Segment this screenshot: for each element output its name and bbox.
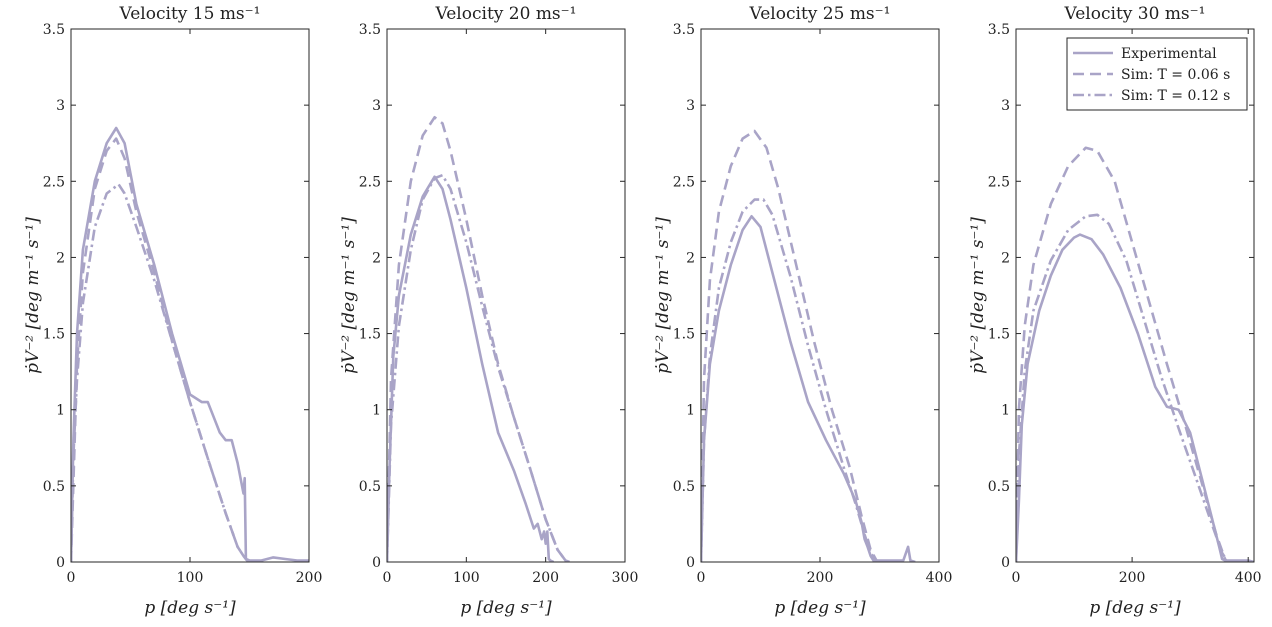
chart-title: Velocity 20 ms⁻¹ <box>435 4 577 24</box>
y-tick-label: 1.5 <box>359 327 381 343</box>
y-tick-label: 1.5 <box>673 327 695 343</box>
y-tick-label: 3 <box>1001 98 1010 114</box>
axes-box <box>386 28 626 563</box>
series-group <box>71 126 309 562</box>
y-tick-label: 0 <box>1001 555 1010 571</box>
series-line-dashed <box>701 129 881 562</box>
y-tick-label: 3.5 <box>359 22 381 38</box>
series-line-dashdot <box>1016 213 1229 562</box>
y-tick-label: 2 <box>686 250 695 266</box>
x-tick-label: 100 <box>177 570 204 586</box>
series-line-solid <box>387 175 555 562</box>
y-tick-label: 1 <box>686 403 695 419</box>
y-tick-label: 2 <box>1001 250 1010 266</box>
y-tick-label: 0 <box>686 555 695 571</box>
series-group <box>1016 146 1254 562</box>
y-axis-label: ṗV⁻² [deg m⁻¹ s⁻¹] <box>339 217 359 374</box>
y-tick-label: 3.5 <box>988 22 1010 38</box>
axes-box <box>1015 28 1255 563</box>
series-line-solid <box>701 215 916 562</box>
y-tick-label: 0.5 <box>673 479 695 495</box>
series-line-dashdot <box>387 173 570 562</box>
series-group <box>701 129 916 562</box>
y-tick-label: 0 <box>372 555 381 571</box>
axes-box <box>700 28 940 563</box>
y-tick-label: 0 <box>56 555 65 571</box>
y-tick-label: 0.5 <box>43 479 65 495</box>
chart-title: Velocity 30 ms⁻¹ <box>1064 4 1206 24</box>
y-tick-label: 0.5 <box>359 479 381 495</box>
legend-label: Sim: T = 0.12 s <box>1121 88 1230 104</box>
x-tick-label: 0 <box>1012 570 1021 586</box>
x-tick-label: 0 <box>383 570 392 586</box>
legend-label: Experimental <box>1121 46 1217 62</box>
x-axis-label: p [deg s⁻¹] <box>774 598 866 618</box>
y-tick-label: 2.5 <box>43 174 65 190</box>
series-group <box>387 116 570 562</box>
y-tick-label: 2.5 <box>673 174 695 190</box>
x-tick-label: 0 <box>697 570 706 586</box>
y-tick-label: 3 <box>56 98 65 114</box>
y-tick-label: 1 <box>56 403 65 419</box>
axes-box <box>70 28 310 563</box>
x-tick-label: 200 <box>296 570 323 586</box>
panel-4: 0 0.5 1 1.5 2 2.5 3 3.5 0 200 400 Velocity 30 ms⁻¹ p… <box>968 4 1262 618</box>
y-axis-label: ṗV⁻² [deg m⁻¹ s⁻¹] <box>23 217 43 374</box>
y-tick-label: 3 <box>686 98 695 114</box>
y-tick-label: 3.5 <box>673 22 695 38</box>
x-tick-label: 400 <box>1235 570 1262 586</box>
y-tick-label: 1 <box>372 403 381 419</box>
chart-title: Velocity 15 ms⁻¹ <box>119 4 261 24</box>
panel-2: 0 0.5 1 1.5 2 2.5 3 3.5 0 100 200 300 Velocity 20 ms… <box>339 4 638 618</box>
y-tick-label: 3.5 <box>43 22 65 38</box>
y-tick-label: 1 <box>1001 403 1010 419</box>
y-axis-label: ṗV⁻² [deg m⁻¹ s⁻¹] <box>653 217 673 374</box>
series-line-dashdot <box>701 198 881 562</box>
y-tick-label: 1.5 <box>988 327 1010 343</box>
panel-1: 0 0.5 1 1.5 2 2.5 3 3.5 0 100 200 Velocity 15 ms⁻¹ p… <box>23 4 322 618</box>
series-line-solid <box>1016 233 1254 562</box>
y-tick-label: 1.5 <box>43 327 65 343</box>
y-axis-label: ṗV⁻² [deg m⁻¹ s⁻¹] <box>968 217 988 374</box>
x-tick-label: 200 <box>1119 570 1146 586</box>
legend: Experimental Sim: T = 0.06 s Sim: T = 0.12… <box>1066 37 1248 111</box>
x-axis-label: p [deg s⁻¹] <box>1089 598 1181 618</box>
y-tick-label: 2.5 <box>359 174 381 190</box>
y-tick-label: 2 <box>56 250 65 266</box>
legend-label: Sim: T = 0.06 s <box>1121 67 1230 83</box>
y-tick-label: 2.5 <box>988 174 1010 190</box>
x-axis-label: p [deg s⁻¹] <box>460 598 552 618</box>
y-tick-label: 0.5 <box>988 479 1010 495</box>
series-line-dashed <box>71 137 251 562</box>
series-line-dashdot <box>71 183 251 562</box>
x-tick-label: 200 <box>532 570 559 586</box>
y-tick-label: 3 <box>372 98 381 114</box>
series-line-solid <box>71 126 309 562</box>
x-tick-label: 400 <box>926 570 953 586</box>
y-tick-label: 2 <box>372 250 381 266</box>
series-line-dashed <box>1016 146 1229 562</box>
x-tick-label: 100 <box>453 570 480 586</box>
chart-title: Velocity 25 ms⁻¹ <box>749 4 891 24</box>
panel-3: 0 0.5 1 1.5 2 2.5 3 3.5 0 200 400 Velocity 25 ms⁻¹ p… <box>653 4 952 618</box>
x-tick-label: 0 <box>67 570 76 586</box>
x-axis-label: p [deg s⁻¹] <box>144 598 236 618</box>
x-tick-label: 300 <box>612 570 639 586</box>
x-tick-label: 200 <box>807 570 834 586</box>
